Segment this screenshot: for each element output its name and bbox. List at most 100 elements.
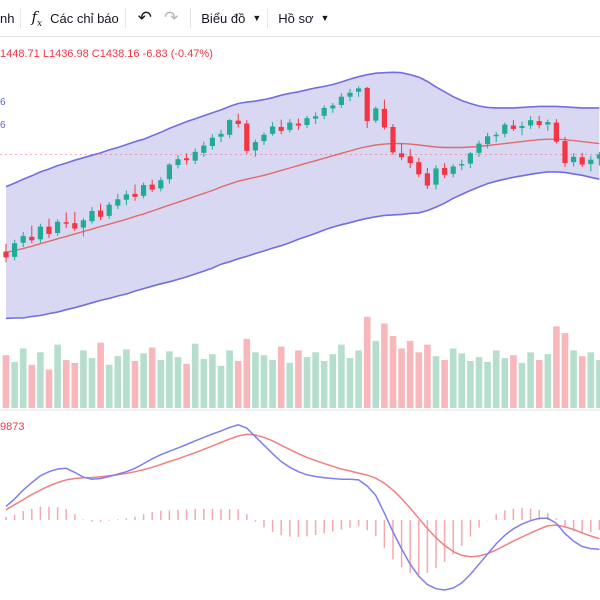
candle bbox=[123, 190, 129, 206]
candle bbox=[29, 225, 35, 244]
candle-body bbox=[304, 118, 310, 126]
candle bbox=[3, 243, 9, 263]
volume-bar bbox=[269, 360, 276, 408]
candle bbox=[381, 99, 387, 130]
candle-body bbox=[80, 220, 86, 228]
volume-bar bbox=[123, 349, 130, 408]
candle-body bbox=[115, 199, 121, 206]
volume-bar bbox=[527, 352, 534, 408]
volume-bar bbox=[166, 351, 173, 408]
volume-bar bbox=[346, 358, 354, 408]
volume-bar bbox=[148, 347, 156, 408]
candle bbox=[330, 103, 336, 113]
candle-body bbox=[442, 167, 448, 175]
volume-bar bbox=[183, 363, 190, 408]
volume-bar bbox=[570, 350, 577, 408]
volume-bar bbox=[105, 364, 113, 408]
volume-bar bbox=[553, 326, 560, 408]
chart-dropdown-label: Biểu đồ bbox=[201, 10, 246, 26]
volume-bar bbox=[424, 344, 431, 408]
volume-bar bbox=[157, 360, 165, 408]
candle bbox=[20, 231, 26, 248]
candle-body bbox=[278, 126, 284, 131]
volume-bar bbox=[217, 365, 225, 408]
candle bbox=[373, 106, 379, 124]
volume-bar bbox=[131, 360, 139, 408]
top-toolbar: nh fx Các chỉ báo ↶ ↷ Biểu đồ ▼ Hồ sơ ▼ bbox=[0, 0, 600, 37]
candle-body bbox=[519, 125, 525, 128]
candle-body bbox=[545, 122, 551, 125]
candlesticks bbox=[3, 86, 600, 263]
toolbar-divider bbox=[267, 8, 269, 28]
toolbar-divider bbox=[190, 8, 192, 28]
profile-dropdown-label: Hồ sơ bbox=[278, 10, 314, 26]
volume-bar bbox=[355, 350, 362, 408]
volume-bar bbox=[338, 344, 345, 408]
candle bbox=[536, 115, 542, 129]
candle-body bbox=[476, 143, 482, 153]
candle bbox=[424, 167, 430, 189]
candle bbox=[244, 120, 250, 154]
candle-body bbox=[29, 236, 35, 241]
candle-body bbox=[579, 157, 585, 165]
volume-bar bbox=[475, 357, 483, 408]
candle bbox=[166, 163, 172, 184]
volume-bar bbox=[260, 355, 268, 408]
candle bbox=[416, 157, 422, 178]
candle bbox=[72, 211, 78, 232]
candle-body bbox=[381, 108, 387, 128]
candle-body bbox=[261, 134, 267, 142]
candle-body bbox=[89, 210, 95, 222]
toolbar-item-cut[interactable]: nh bbox=[0, 4, 20, 32]
candle bbox=[347, 88, 353, 102]
candle bbox=[295, 118, 301, 130]
ohlc-low-label: L bbox=[42, 48, 49, 60]
volume-bar bbox=[97, 342, 104, 408]
indicators-button[interactable]: fx Các chỉ báo bbox=[25, 4, 124, 32]
candle-body bbox=[424, 173, 430, 186]
volume-bar bbox=[191, 343, 199, 408]
candle bbox=[407, 148, 413, 168]
candle bbox=[356, 86, 362, 97]
volume-bar bbox=[45, 369, 53, 408]
candle bbox=[63, 212, 69, 229]
candle-body bbox=[55, 221, 61, 233]
candle-body bbox=[373, 108, 379, 121]
candle-body bbox=[235, 120, 241, 125]
candle bbox=[510, 120, 516, 131]
ohlc-close: 1438.16 bbox=[99, 48, 140, 60]
redo-icon[interactable]: ↷ bbox=[164, 8, 179, 27]
chart-type-dropdown[interactable]: Biểu đồ ▼ bbox=[195, 4, 267, 32]
candle-body bbox=[175, 159, 181, 166]
candle bbox=[106, 202, 112, 219]
ohlc-high: 1448.71 bbox=[0, 48, 40, 60]
candle-body bbox=[596, 154, 600, 159]
candle-body bbox=[364, 87, 370, 122]
candle bbox=[46, 218, 52, 238]
candle-body bbox=[218, 133, 224, 137]
bollinger-label: 6 bbox=[0, 97, 6, 108]
candle bbox=[433, 165, 439, 190]
toolbar-divider bbox=[124, 8, 126, 28]
macd-signal-line bbox=[5, 433, 600, 558]
volume-bar bbox=[449, 348, 457, 408]
volume-bar bbox=[467, 360, 474, 408]
volume-bar bbox=[458, 353, 466, 408]
volume-bar bbox=[234, 360, 242, 408]
ohlc-close-label: C bbox=[91, 48, 100, 60]
volume-bar bbox=[54, 344, 61, 408]
volume-bar bbox=[587, 352, 595, 408]
candle-body bbox=[562, 141, 568, 164]
volume-bars bbox=[2, 316, 600, 408]
candle-body bbox=[166, 164, 172, 180]
profile-dropdown[interactable]: Hồ sơ ▼ bbox=[272, 4, 335, 32]
volume-bar bbox=[243, 338, 251, 408]
candle bbox=[313, 112, 319, 125]
volume-bar bbox=[432, 356, 440, 408]
undo-icon[interactable]: ↶ bbox=[137, 8, 153, 27]
bollinger-bands bbox=[0, 71, 600, 320]
candle bbox=[304, 115, 310, 128]
candle bbox=[562, 136, 568, 168]
candle bbox=[450, 164, 456, 178]
